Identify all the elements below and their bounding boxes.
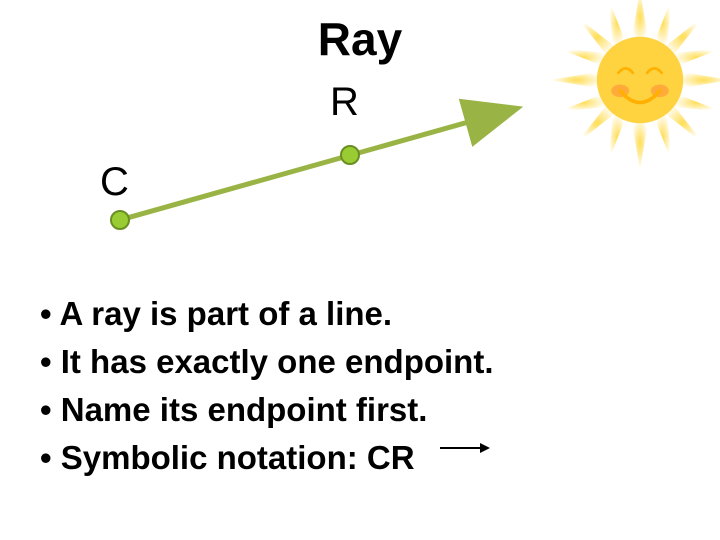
- ray-diagram: R C: [90, 80, 560, 250]
- bullet-item: Symbolic notation: CR: [40, 434, 494, 482]
- slide: Ray: [0, 0, 720, 540]
- sun-body: [597, 37, 683, 123]
- label-C: C: [100, 160, 129, 205]
- bullet-item: Name its endpoint first.: [40, 386, 494, 434]
- point-C: [111, 211, 129, 229]
- bullet-list: A ray is part of a line. It has exactly …: [40, 290, 494, 481]
- label-R: R: [330, 80, 359, 125]
- ray-svg: [90, 80, 560, 250]
- point-R: [341, 146, 359, 164]
- bullet-item: It has exactly one endpoint.: [40, 338, 494, 386]
- bullet-item: A ray is part of a line.: [40, 290, 494, 338]
- ray-line: [120, 112, 504, 220]
- sun-icon: [550, 0, 720, 170]
- notation-arrow-icon: [438, 438, 490, 458]
